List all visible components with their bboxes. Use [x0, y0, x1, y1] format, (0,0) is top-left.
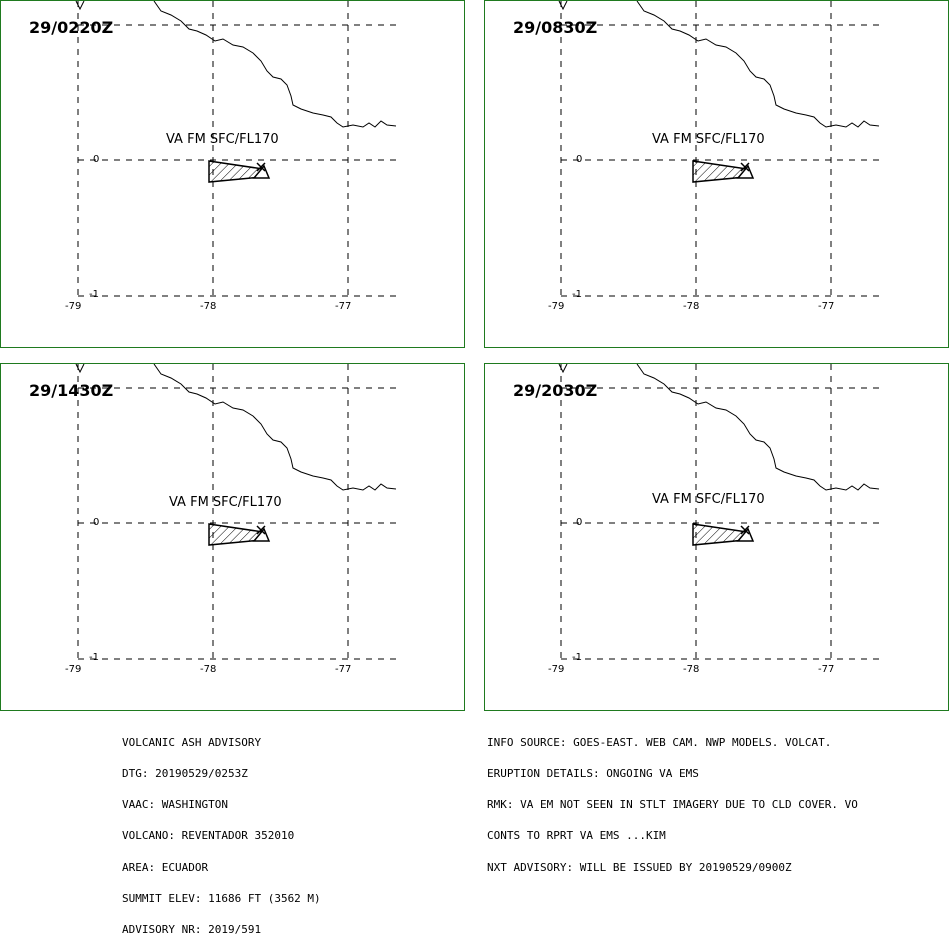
advisory-line: INFO SOURCE: GOES-EAST. WEB CAM. NWP MOD…: [487, 735, 832, 749]
valid-time: 29/2030Z: [513, 381, 598, 400]
lat-tick: -1: [89, 289, 99, 300]
volcano-triangle: [252, 527, 271, 542]
advisory-line: VAAC: WASHINGTON: [122, 798, 228, 812]
lon-tick: -78: [683, 301, 700, 312]
ash-level-label: VA FM SFC/FL170: [169, 495, 282, 510]
lat-tick: 0: [93, 154, 100, 165]
grid-lines: [77, 364, 396, 660]
valid-time: 29/1430Z: [29, 381, 114, 400]
coast-notch: [558, 364, 568, 374]
ash-polygon: [208, 160, 264, 183]
advisory-line: NXT ADVISORY: WILL BE ISSUED BY 20190529…: [487, 860, 792, 874]
ash-polygon: [208, 523, 264, 546]
lon-tick: -79: [548, 301, 565, 312]
coast-notch: [75, 364, 85, 374]
advisory-line: ADVISORY NR: 2019/591: [122, 923, 262, 937]
lat-tick: -1: [572, 652, 582, 663]
volcano-marker: [740, 162, 750, 172]
map-graphic: [558, 364, 880, 660]
map-panel-2: 29/0830Z VA FM SFC/FL170 0 -1 -79 -78 -7…: [484, 0, 949, 348]
ash-polygon: [692, 523, 748, 546]
volcano-triangle: [252, 164, 271, 179]
coastline: [153, 1, 397, 128]
map-graphic: [75, 1, 397, 297]
lat-tick: 0: [576, 154, 583, 165]
lon-tick: -77: [818, 301, 835, 312]
map-graphic: [558, 1, 880, 297]
lon-tick: -79: [548, 664, 565, 675]
lon-tick: -78: [200, 664, 217, 675]
coastline: [153, 364, 397, 491]
ash-level-label: VA FM SFC/FL170: [652, 492, 765, 507]
coast-notch: [75, 1, 85, 11]
advisory-line: ERUPTION DETAILS: ONGOING VA EMS: [487, 767, 699, 781]
valid-time: 29/0220Z: [29, 18, 114, 37]
coastline: [636, 364, 880, 491]
lon-tick: -77: [818, 664, 835, 675]
lat-tick: 0: [576, 517, 583, 528]
volcano-triangle: [736, 164, 755, 179]
grid-lines: [77, 1, 396, 297]
volcano-triangle: [736, 527, 755, 542]
lat-tick: 0: [93, 517, 100, 528]
ash-polygon: [692, 160, 748, 183]
advisory-line: VOLCANIC ASH ADVISORY: [122, 735, 262, 749]
coastline: [636, 1, 880, 128]
ash-level-label: VA FM SFC/FL170: [652, 132, 765, 147]
grid-lines: [560, 364, 879, 660]
lon-tick: -78: [683, 664, 700, 675]
lat-tick: -1: [572, 289, 582, 300]
volcano-marker: [256, 525, 266, 535]
lon-tick: -78: [200, 301, 217, 312]
lon-tick: -77: [335, 664, 352, 675]
advisory-line: CONTS TO RPRT VA EMS ...KIM: [487, 829, 666, 843]
lon-tick: -77: [335, 301, 352, 312]
advisory-line: VOLCANO: REVENTADOR 352010: [122, 829, 295, 843]
lon-tick: -79: [65, 301, 82, 312]
volcano-marker: [740, 525, 750, 535]
coast-notch: [558, 1, 568, 11]
grid-lines: [560, 1, 879, 297]
map-panel-4: 29/2030Z VA FM SFC/FL170 0 -1 -79 -78 -7…: [484, 363, 949, 711]
ash-level-label: VA FM SFC/FL170: [166, 132, 279, 147]
map-panel-1: 29/0220Z VA FM SFC/FL170 0 -1 -79 -78 -7…: [0, 0, 465, 348]
map-panel-3: 29/1430Z VA FM SFC/FL170 0 -1 -79 -78 -7…: [0, 363, 465, 711]
advisory-header-block: VOLCANIC ASH ADVISORY DTG: 20190529/0253…: [122, 717, 321, 946]
advisory-line: RMK: VA EM NOT SEEN IN STLT IMAGERY DUE …: [487, 798, 858, 812]
map-graphic: [75, 364, 397, 660]
advisory-line: AREA: ECUADOR: [122, 860, 209, 874]
advisory-line: SUMMIT ELEV: 11686 FT (3562 M): [122, 891, 321, 905]
volcano-marker: [256, 162, 266, 172]
lon-tick: -79: [65, 664, 82, 675]
advisory-line: DTG: 20190529/0253Z: [122, 767, 248, 781]
valid-time: 29/0830Z: [513, 18, 598, 37]
lat-tick: -1: [89, 652, 99, 663]
advisory-details-block: INFO SOURCE: GOES-EAST. WEB CAM. NWP MOD…: [487, 717, 858, 883]
